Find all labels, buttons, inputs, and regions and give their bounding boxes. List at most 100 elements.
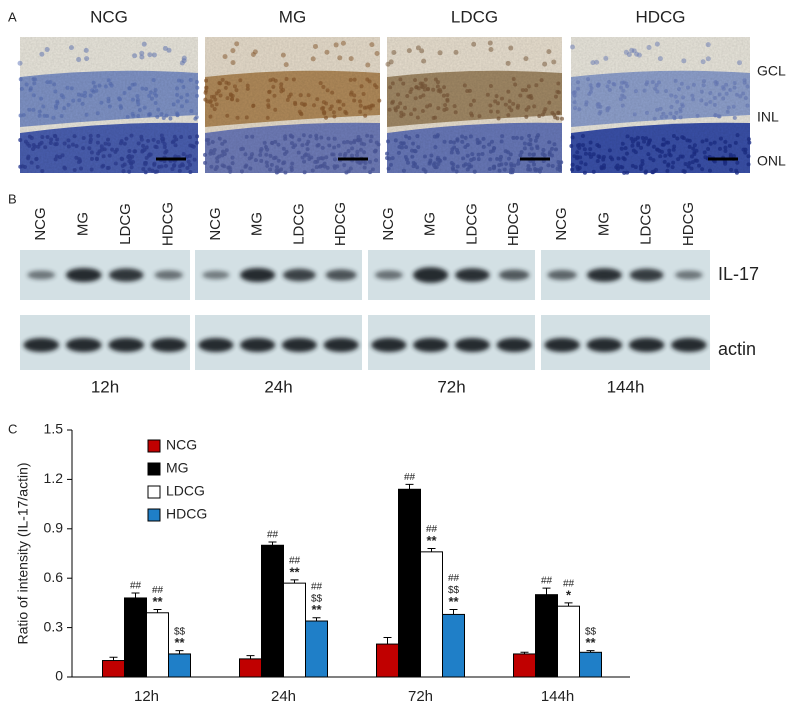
group-header: HDCG	[635, 7, 685, 26]
y-tick-label: 1.2	[44, 470, 64, 486]
significance-mark: ##	[289, 555, 301, 566]
band	[150, 338, 187, 352]
band	[283, 268, 316, 282]
significance-mark: ##	[448, 573, 460, 584]
y-tick-label: 0	[55, 668, 63, 684]
lane-label: MG	[75, 212, 92, 236]
error-bar	[153, 608, 162, 613]
lane-label: MG	[249, 212, 266, 236]
band	[629, 268, 664, 282]
bar	[535, 594, 558, 678]
lane-label: NCG	[380, 207, 397, 240]
texture	[205, 37, 380, 173]
band	[371, 338, 407, 352]
x-tick-label: 24h	[271, 688, 296, 705]
panel-label: A	[8, 9, 17, 24]
significance-mark: *	[566, 587, 572, 602]
x-tick-label: 144h	[541, 688, 574, 705]
error-bar	[175, 650, 184, 654]
band	[240, 268, 276, 282]
significance-mark: **	[289, 564, 300, 579]
band	[413, 267, 449, 283]
texture	[387, 37, 562, 173]
band	[23, 338, 60, 352]
band	[325, 269, 357, 281]
lane-label: HDCG	[680, 202, 697, 246]
band	[281, 338, 317, 352]
band	[586, 338, 623, 352]
lane-label: LDCG	[290, 203, 307, 245]
significance-mark: ##	[541, 576, 553, 587]
texture	[20, 37, 198, 173]
panel-label: B	[8, 191, 17, 206]
band	[628, 338, 665, 352]
layer-label: GCL	[757, 63, 786, 79]
significance-mark: ##	[152, 585, 164, 596]
error-bar	[246, 655, 255, 659]
band	[154, 270, 184, 280]
lane-label: MG	[422, 212, 439, 236]
band	[240, 338, 276, 352]
error-bar	[520, 651, 529, 654]
significance-mark: ##	[267, 530, 279, 541]
legend-label: NCG	[166, 437, 197, 453]
time-label: 72h	[437, 377, 465, 396]
error-bar	[405, 483, 414, 490]
y-tick-label: 0.3	[44, 618, 64, 634]
micrograph	[17, 37, 200, 175]
time-label: 12h	[91, 377, 119, 396]
panel-a: NCG MG LDCG HDCG GCL INL ONL	[17, 7, 786, 175]
time-label: 144h	[607, 377, 645, 396]
y-axis-label: Ratio of intensity (IL-17/actin)	[15, 462, 31, 644]
time-label: 24h	[264, 377, 292, 396]
band	[27, 270, 56, 280]
band	[496, 338, 532, 352]
significance-mark: **	[174, 635, 185, 650]
bar	[442, 613, 465, 678]
significance-mark: ##	[563, 579, 575, 590]
error-bar	[542, 587, 551, 595]
bar	[420, 551, 443, 678]
significance-mark: ##	[130, 581, 142, 592]
band	[374, 270, 403, 280]
bar	[261, 544, 284, 678]
significance-mark: **	[311, 602, 322, 617]
group-header: MG	[279, 7, 306, 26]
band	[547, 270, 577, 280]
bar	[579, 651, 602, 678]
lane-label: NCG	[32, 207, 49, 240]
lane-label: HDCG	[160, 202, 177, 246]
error-bar	[268, 541, 277, 546]
band	[498, 269, 530, 281]
x-tick-label: 12h	[134, 688, 159, 705]
legend-label: MG	[166, 460, 189, 476]
significance-mark: **	[448, 594, 459, 609]
error-bar	[131, 592, 140, 598]
band	[586, 268, 622, 282]
bar	[376, 643, 399, 678]
band	[674, 270, 703, 280]
lane-label: LDCG	[117, 203, 134, 245]
legend-swatch	[147, 485, 161, 499]
lane-label: NCG	[553, 207, 570, 240]
micrograph	[385, 37, 564, 175]
band	[455, 268, 490, 282]
significance-mark: ##	[426, 524, 438, 535]
error-bar	[449, 608, 458, 615]
band	[65, 268, 102, 282]
band	[323, 338, 359, 352]
error-bar	[312, 617, 321, 622]
lane-label: LDCG	[638, 203, 655, 245]
legend-swatch	[147, 462, 161, 476]
bar	[557, 605, 580, 678]
error-bar	[383, 636, 392, 645]
significance-mark: $$	[174, 626, 186, 637]
significance-mark: $$	[448, 585, 460, 596]
band	[65, 338, 102, 352]
protein-label: actin	[718, 339, 756, 359]
legend-swatch	[147, 508, 161, 522]
legend-label: LDCG	[166, 483, 205, 499]
bar	[146, 612, 169, 678]
bar	[398, 488, 421, 678]
